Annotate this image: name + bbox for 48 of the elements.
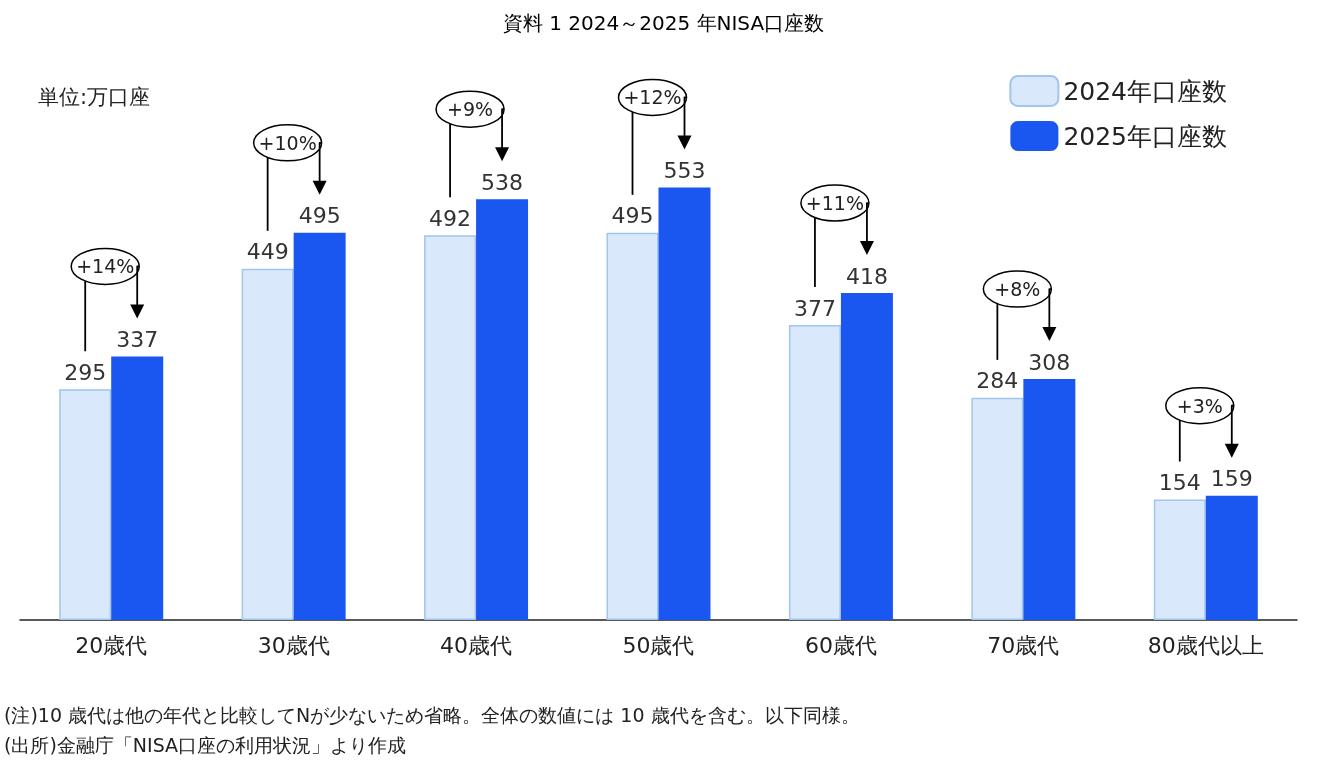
data-label: 538: [481, 169, 524, 195]
annotation: +14%: [76, 255, 135, 278]
data-label: 295: [64, 359, 107, 385]
data-label: 495: [611, 203, 654, 229]
text: (注)10 歳代は他の年代と比較してNが少ないため省略。全体の数値には 10 歳代を含む。以下同様。: [4, 704, 860, 726]
annotation: +3%: [1176, 394, 1223, 417]
bar: [293, 232, 346, 620]
text: (出所)金融庁「NISA口座の利用状況」より作成: [4, 734, 407, 756]
bar: [840, 293, 893, 620]
data-label: 308: [1028, 349, 1071, 375]
data-label: 449: [246, 239, 289, 265]
bar: [606, 232, 659, 620]
annotation: +8%: [994, 278, 1041, 301]
bar: [111, 356, 164, 620]
x-tick-label: 70歳代: [987, 632, 1060, 658]
data-label: 284: [976, 368, 1019, 394]
x-tick-label: 80歳代以上: [1147, 632, 1264, 658]
text: +10%: [258, 131, 317, 154]
data-label: 553: [663, 157, 706, 183]
text: 単位:万口座: [38, 85, 151, 109]
legend-label: 2025年口座数: [1063, 121, 1227, 151]
annotation: +11%: [805, 192, 865, 215]
bar: [788, 325, 841, 620]
bar: [424, 235, 477, 620]
bar: [1205, 495, 1258, 620]
x-tick-label: 50歳代: [622, 632, 695, 658]
data-label: 495: [298, 203, 341, 229]
text: +9%: [447, 98, 494, 121]
bar: [971, 397, 1024, 620]
bar: [476, 199, 529, 620]
data-label: 377: [793, 295, 836, 321]
bar: [1153, 499, 1206, 620]
x-tick-label: 40歳代: [440, 632, 513, 658]
x-tick-label: 30歳代: [257, 632, 330, 658]
data-label: 154: [1158, 470, 1201, 496]
chart-title: 資料 1 2024～2025 年NISA口座数: [502, 11, 825, 35]
data-label: 159: [1210, 466, 1253, 492]
data-label: 337: [116, 326, 159, 352]
bar: [658, 187, 711, 620]
legend-label: 2024年口座数: [1063, 76, 1227, 106]
data-label: 492: [429, 205, 472, 231]
bar: [1023, 379, 1076, 620]
x-tick-label: 20歳代: [75, 632, 148, 658]
bar: [59, 389, 112, 620]
bar: [241, 268, 294, 620]
text: +12%: [623, 86, 682, 109]
data-label: 418: [845, 263, 888, 289]
x-tick-label: 60歳代: [804, 632, 877, 658]
